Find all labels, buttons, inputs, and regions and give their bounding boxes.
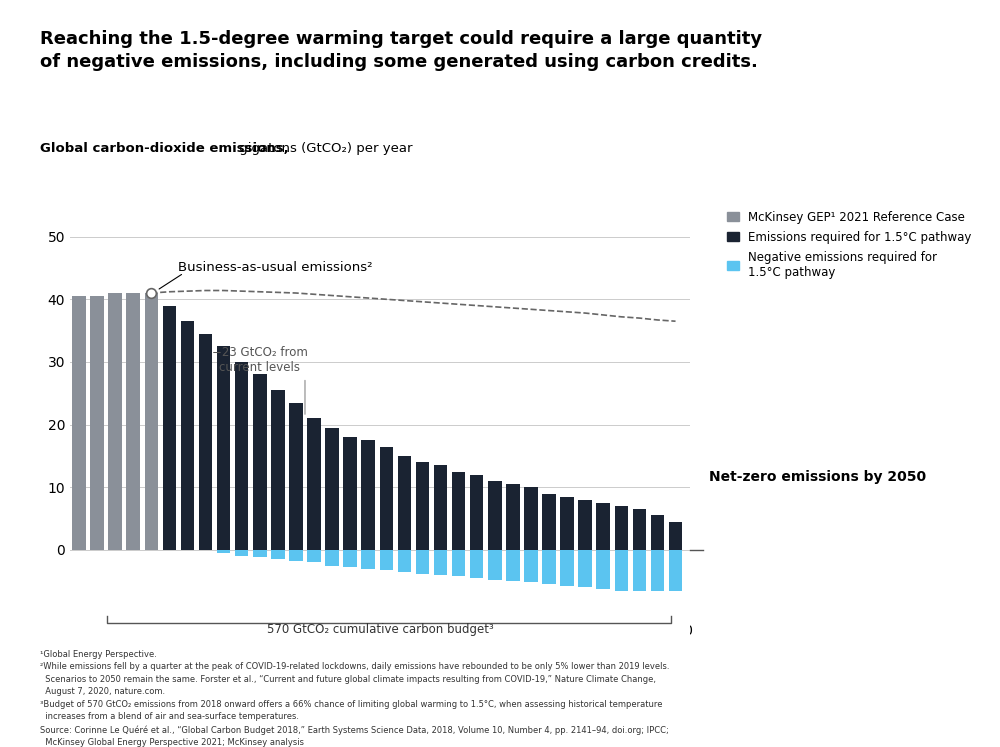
Bar [217,550,230,553]
Bar [633,509,646,550]
Bar [669,521,682,550]
Bar [108,293,122,550]
Bar [235,550,248,557]
Bar [416,550,429,574]
Bar [199,334,212,550]
Bar [506,484,520,550]
Bar [289,550,303,561]
Bar [361,550,375,568]
Bar [633,550,646,591]
Bar [452,471,465,550]
Bar [181,321,194,550]
Bar [488,550,502,580]
Bar [325,550,339,565]
Bar [307,418,321,550]
Bar [434,465,447,550]
Bar [380,447,393,550]
Bar [615,506,628,550]
Text: Net-zero emissions by 2050: Net-zero emissions by 2050 [709,470,926,483]
Bar [615,550,628,591]
Bar [470,550,483,578]
Bar [145,293,158,550]
Text: −23 GtCO₂ from
current levels: −23 GtCO₂ from current levels [212,347,308,374]
Bar [126,293,140,550]
Text: 570 GtCO₂ cumulative carbon budget³: 570 GtCO₂ cumulative carbon budget³ [267,624,493,636]
Bar [307,550,321,562]
Bar [524,550,538,583]
Bar [289,403,303,550]
Bar [651,515,664,550]
Bar [72,296,86,550]
Bar [669,550,682,591]
Bar [542,494,556,550]
Bar [470,474,483,550]
Bar [560,497,574,550]
Bar [596,503,610,550]
Bar [163,306,176,550]
Bar [343,437,357,550]
Bar [560,550,574,586]
Bar [253,550,267,557]
Bar [343,550,357,568]
Bar [398,550,411,571]
Text: Reaching the 1.5-degree warming target could require a large quantity
of negativ: Reaching the 1.5-degree warming target c… [40,30,762,72]
Bar [578,500,592,550]
Bar [380,550,393,570]
Bar [506,550,520,581]
Bar [434,550,447,575]
Text: gigatons (GtCO₂) per year: gigatons (GtCO₂) per year [235,142,413,155]
Bar [398,456,411,550]
Bar [578,550,592,587]
Bar [217,347,230,550]
Bar [488,481,502,550]
Bar [452,550,465,576]
Bar [651,550,664,591]
Bar [524,487,538,550]
Bar [271,390,285,550]
Bar [416,462,429,550]
Bar [361,440,375,550]
Bar [90,296,104,550]
Bar [325,428,339,550]
Bar [235,362,248,550]
Legend: McKinsey GEP¹ 2021 Reference Case, Emissions required for 1.5°C pathway, Negativ: McKinsey GEP¹ 2021 Reference Case, Emiss… [727,211,972,279]
Bar [271,550,285,560]
Text: Business-as-usual emissions²: Business-as-usual emissions² [178,261,373,274]
Text: ¹Global Energy Perspective.
²While emissions fell by a quarter at the peak of CO: ¹Global Energy Perspective. ²While emiss… [40,650,670,747]
Bar [596,550,610,589]
Bar [253,374,267,550]
Text: Global carbon-dioxide emissions,: Global carbon-dioxide emissions, [40,142,289,155]
Bar [542,550,556,584]
